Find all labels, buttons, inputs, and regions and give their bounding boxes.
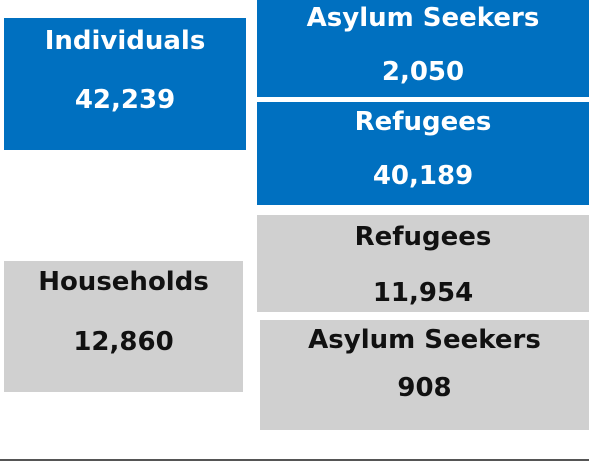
individuals-box: Individuals 42,239: [4, 18, 246, 150]
box-value: 2,050: [381, 57, 465, 87]
box-value: 40,189: [372, 161, 474, 191]
box-value: 42,239: [74, 85, 176, 115]
box-label: Households: [38, 267, 209, 297]
asylum-box: Asylum Seekers 908: [260, 320, 589, 430]
box-label: Individuals: [44, 26, 206, 56]
asylum-box: Asylum Seekers 2,050: [257, 0, 589, 97]
refugees-box: Refugees 40,189: [257, 102, 589, 205]
box-value: 908: [397, 373, 452, 403]
box-value: 12,860: [73, 327, 174, 357]
households-box: Households 12,860: [4, 261, 243, 392]
box-label: Refugees: [354, 107, 492, 137]
box-label: Asylum Seekers: [306, 3, 540, 33]
bottom-rule: [0, 459, 589, 461]
box-value: 11,954: [372, 278, 474, 308]
box-label: Refugees: [354, 222, 492, 252]
box-label: Asylum Seekers: [308, 325, 541, 355]
refugees-box: Refugees 11,954: [257, 215, 589, 312]
